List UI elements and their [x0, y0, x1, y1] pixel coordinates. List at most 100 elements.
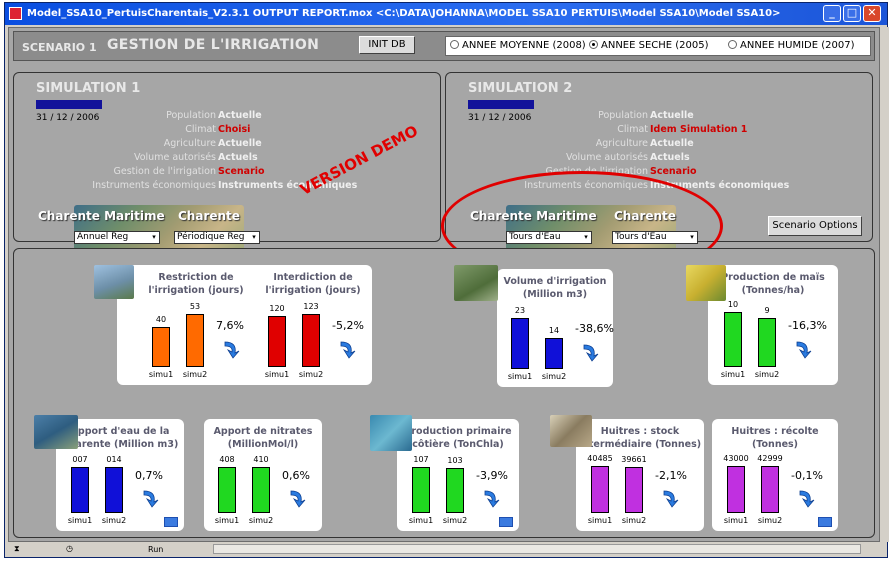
indicator-card: Production primaire côtière (TonChla) 107 s… [397, 419, 519, 531]
card-title: Huitres : récolte [731, 426, 819, 437]
trend-arrow-icon [583, 344, 599, 362]
trend-arrow-icon [143, 490, 159, 508]
simulation-title: SIMULATION 1 [36, 81, 141, 96]
param-value: Actuels [218, 152, 258, 163]
indicator-card: Huitres : récolte (Tonnes) 43000 simu1 42999… [712, 419, 838, 531]
bar-value: 120 [269, 304, 285, 313]
change-percent: -0,1% [791, 469, 823, 482]
indicator-card: Huitres : stock intermédiaire (Tonnes) 404… [576, 419, 704, 531]
chevron-down-icon: ▾ [252, 233, 256, 241]
scenario-options-button[interactable]: Scenario Options [768, 216, 862, 236]
title-bar[interactable]: Model_SSA10_PertuisCharentais_V2.3.1 OUT… [5, 3, 887, 25]
param-label: Climat [185, 124, 216, 135]
param-value: Actuelle [218, 110, 262, 121]
param-value: Instruments économiques [650, 180, 790, 191]
bar-label: simu2 [442, 516, 468, 525]
irrigation-mode-select[interactable]: Périodique Reg ▾ [174, 231, 260, 244]
bar-value: 9 [764, 306, 770, 315]
bar-value: 410 [253, 455, 269, 464]
minimize-button[interactable]: _ [823, 5, 841, 22]
simulation-title: SIMULATION 2 [468, 81, 573, 96]
trend-arrow-icon [484, 490, 500, 508]
radio-annee-seche[interactable]: ANNEE SECHE (2005) [589, 40, 709, 51]
trend-arrow-icon [224, 341, 240, 359]
param-value: Actuelle [218, 138, 262, 149]
param-value: Scenario [650, 166, 697, 177]
chevron-down-icon: ▾ [152, 233, 156, 241]
param-value: Instruments économiques [218, 180, 358, 191]
scenario-header: SCENARIO 1 GESTION DE L'IRRIGATION INIT … [13, 31, 875, 61]
bar-simu1 [591, 466, 609, 513]
card-subtitle: (Tonnes) [751, 439, 799, 450]
horizontal-scrollbar[interactable] [213, 544, 861, 554]
irrigation-sprinkler-image [454, 265, 498, 301]
close-button[interactable]: ✕ [863, 5, 881, 22]
indicator-card: Volume d'irrigation (Million m3) 23 simu1 14… [497, 269, 614, 387]
card-title: Apport de nitrates [213, 426, 313, 437]
radio-label: ANNEE SECHE (2005) [601, 40, 709, 51]
select-value: Annuel Reg [77, 232, 129, 242]
region-label: Charente [178, 209, 240, 223]
simulation-date: 31 / 12 / 2006 [36, 113, 100, 123]
maximize-button[interactable]: □ [843, 5, 861, 22]
vertical-scrollbar[interactable] [881, 27, 889, 542]
bar-label: simu2 [541, 372, 567, 381]
card-title: Volume d'irrigation [503, 276, 607, 287]
trend-arrow-icon [340, 341, 356, 359]
bar-simu1 [724, 312, 742, 367]
bar-simu2 [186, 314, 204, 367]
estuary-image [34, 415, 78, 449]
bar-label: simu2 [754, 370, 780, 379]
param-label: Population [166, 110, 216, 121]
indicator-card: Interdiction de l'irrigation (jours) 120 si… [254, 265, 372, 385]
bar-simu2 [302, 314, 320, 367]
trend-arrow-icon [663, 490, 679, 508]
change-percent: -38,6% [575, 322, 614, 335]
param-value: Idem Simulation 1 [650, 124, 748, 135]
change-percent: -16,3% [788, 319, 827, 332]
corn-image [686, 265, 726, 301]
card-title: Production primaire [404, 426, 512, 437]
param-label: Agriculture [163, 138, 216, 149]
bar-label: simu1 [67, 516, 93, 525]
trend-arrow-icon [290, 490, 306, 508]
bar-label: simu1 [264, 370, 290, 379]
bar-simu1 [71, 467, 89, 513]
bar-value: 40 [155, 315, 167, 324]
detail-button[interactable] [818, 517, 832, 527]
indicator-card: Restriction de l'irrigation (jours) 40 simu… [117, 265, 275, 385]
region-label: Charente Maritime [38, 209, 165, 223]
bar-simu2 [446, 468, 464, 513]
select-value: Périodique Reg [177, 232, 245, 242]
bar-value: 39661 [621, 455, 647, 464]
param-label: Agriculture [595, 138, 648, 149]
bar-value: 53 [189, 302, 201, 311]
bar-label: simu2 [757, 516, 783, 525]
hourglass-icon: ⧗ [14, 544, 20, 553]
change-percent: 0,7% [135, 469, 163, 482]
param-value: Actuelle [650, 138, 694, 149]
bar-label: simu2 [101, 516, 127, 525]
radio-annee-moyenne[interactable]: ANNEE MOYENNE (2008) [450, 40, 586, 51]
bar-simu1 [412, 467, 430, 513]
bar-simu2 [758, 318, 776, 367]
bar-value: 42999 [757, 454, 783, 463]
detail-button[interactable] [499, 517, 513, 527]
param-label: Gestion de l'irrigation [113, 166, 217, 177]
bar-value: 14 [548, 326, 560, 335]
init-db-button[interactable]: INIT DB [359, 36, 415, 54]
radio-annee-humide[interactable]: ANNEE HUMIDE (2007) [728, 40, 854, 51]
irrigation-mode-select[interactable]: Annuel Reg ▾ [74, 231, 160, 244]
bar-label: simu1 [214, 516, 240, 525]
window-title: Model_SSA10_PertuisCharentais_V2.3.1 OUT… [27, 8, 781, 19]
detail-button[interactable] [164, 517, 178, 527]
trend-arrow-icon [796, 341, 812, 359]
param-label: Population [598, 110, 648, 121]
bar-value: 408 [219, 455, 235, 464]
param-value: Actuelle [650, 110, 694, 121]
param-value: Actuels [650, 152, 690, 163]
bar-simu2 [252, 467, 270, 513]
year-radio-group: ANNEE MOYENNE (2008) ANNEE SECHE (2005) … [445, 36, 871, 56]
card-subtitle: côtière (TonChla) [412, 439, 504, 450]
bar-value: 43000 [723, 454, 749, 463]
